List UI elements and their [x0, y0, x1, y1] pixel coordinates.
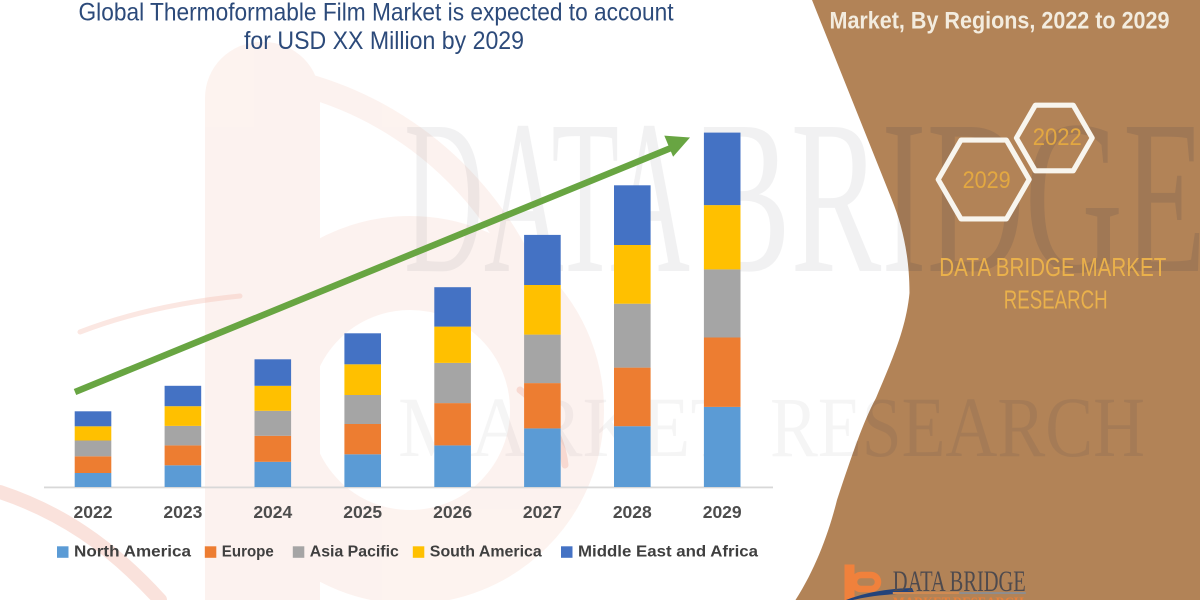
svg-text:for USD XX Million by 2029: for USD XX Million by 2029 — [244, 27, 524, 55]
svg-text:2029: 2029 — [703, 502, 742, 522]
svg-text:Market, By Regions, 2022 to 20: Market, By Regions, 2022 to 2029 — [830, 8, 1170, 35]
svg-text:Global Thermoformable Film Mar: Global Thermoformable Film Market is exp… — [79, 0, 674, 27]
svg-text:MARKET RESEARCH: MARKET RESEARCH — [893, 596, 1024, 600]
svg-text:2023: 2023 — [163, 502, 202, 522]
svg-text:2022: 2022 — [74, 502, 113, 522]
svg-text:2025: 2025 — [343, 502, 382, 522]
svg-text:2029: 2029 — [963, 167, 1011, 194]
svg-text:2026: 2026 — [433, 502, 472, 522]
svg-text:2022: 2022 — [1033, 124, 1082, 151]
svg-text:2027: 2027 — [523, 502, 562, 522]
svg-text:RESEARCH: RESEARCH — [1004, 285, 1108, 315]
svg-text:RESEARCH: RESEARCH — [770, 379, 1145, 475]
svg-text:DATA BRIDGE MARKET: DATA BRIDGE MARKET — [939, 252, 1166, 282]
svg-text:South America: South America — [430, 544, 542, 561]
svg-text:North America: North America — [74, 544, 191, 561]
svg-text:2024: 2024 — [253, 502, 292, 522]
svg-text:Middle East and Africa: Middle East and Africa — [578, 544, 758, 561]
svg-text:2028: 2028 — [613, 502, 652, 522]
svg-text:Asia Pacific: Asia Pacific — [310, 544, 399, 561]
svg-text:Europe: Europe — [222, 544, 274, 561]
